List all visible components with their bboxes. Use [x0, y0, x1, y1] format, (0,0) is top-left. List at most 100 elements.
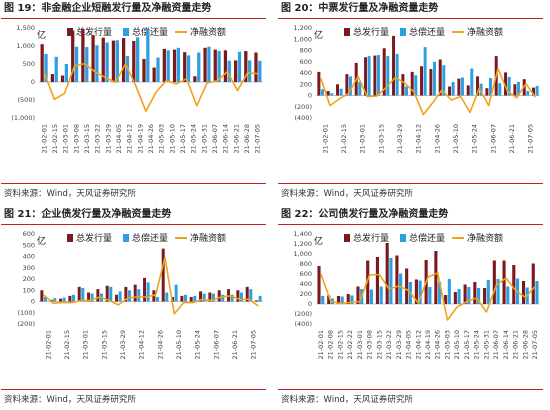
x-tick-label: 21-05-10 [453, 330, 461, 360]
x-tick-label: 21-06-07 [212, 330, 220, 360]
repay-bar [376, 55, 380, 96]
panel-title: 图 19：非金融企业短融发行量及净融资量走势 [1, 0, 266, 19]
repay-bar [176, 47, 181, 82]
repay-bar [183, 294, 187, 302]
repay-bar [447, 279, 451, 304]
issue-bar [180, 295, 184, 302]
repay-bar [339, 88, 343, 96]
repay-bar [486, 280, 490, 304]
repay-bar [467, 287, 471, 304]
repay-bar [451, 82, 455, 96]
x-tick-label: 21-05-03 [158, 124, 166, 154]
x-tick-label: 21-05-17 [179, 124, 187, 154]
y-tick-label: 400 [300, 69, 312, 77]
y-tick-label: 500 [23, 241, 35, 249]
y-tick-label: 0 [308, 300, 312, 308]
repay-bar [105, 42, 109, 82]
repay-bar [239, 292, 243, 302]
issue-bar [444, 295, 448, 304]
issue-bar [327, 295, 331, 304]
legend-label: 净融资额 [190, 232, 226, 244]
issue-bar [105, 285, 109, 302]
repay-bar [479, 83, 483, 96]
repay-bar [237, 51, 242, 82]
issue-bar [429, 69, 433, 96]
legend-label: 总偿还量 [132, 26, 168, 38]
source-divider [1, 389, 266, 390]
y-tick-label: 1,400 [293, 230, 312, 238]
repay-bar [418, 280, 422, 304]
x-tick-label: 21-03-29 [395, 330, 403, 360]
issue-bar [77, 286, 81, 302]
y-tick-label: 600 [23, 230, 35, 238]
issue-bar [223, 50, 228, 82]
issue-bar [133, 284, 137, 302]
repay-bar [358, 82, 362, 96]
issue-bar [217, 290, 221, 302]
y-tick-label: 800 [300, 47, 312, 55]
panel-title: 图 21：企业债发行量及净融资量走势 [1, 206, 266, 225]
repay-bar [496, 279, 500, 304]
issue-bar [199, 291, 203, 302]
issue-bar [401, 74, 405, 96]
x-tick-label: 21-03-01 [62, 124, 70, 154]
unit-label: 亿 [314, 235, 323, 247]
repay-bar [506, 286, 510, 304]
legend-swatch [123, 28, 129, 36]
y-tick-label: 500 [23, 60, 35, 68]
repay-bar [71, 294, 75, 302]
issue-bar [532, 87, 536, 96]
legend-swatch [67, 234, 73, 242]
x-tick-label: 21-04-05 [115, 124, 123, 154]
repay-bar [321, 296, 325, 304]
repay-bar [428, 287, 432, 304]
panel-title-text: 图 19：非金融企业短融发行量及净融资量走势 [4, 3, 212, 14]
x-tick-label: 21-03-29 [396, 124, 404, 154]
issue-bar [364, 57, 368, 96]
y-tick-label: 200 [23, 275, 35, 283]
issue-bar [414, 279, 418, 304]
repay-bar [109, 286, 113, 302]
legend-label: 总发行量 [76, 232, 112, 244]
issue-bar [513, 84, 517, 96]
x-tick-label: 21-02-15 [51, 124, 59, 154]
x-tick-label: 21-05-03 [443, 330, 451, 360]
issue-bar [193, 76, 197, 82]
x-tick-label: 21-07-05 [250, 330, 258, 360]
y-tick-label: (200) [18, 320, 35, 328]
legend-swatch [344, 234, 350, 242]
x-tick-label: 21-02-15 [336, 330, 344, 360]
repay-bar [395, 53, 399, 96]
y-tick-label: 600 [300, 270, 312, 278]
legend-label: 总发行量 [353, 232, 389, 244]
x-tick-label: 21-03-01 [356, 330, 364, 360]
issue-bar [245, 286, 249, 302]
unit-label: 亿 [314, 29, 323, 41]
x-tick-label: 21-05-17 [463, 330, 471, 360]
repay-bar [43, 297, 47, 302]
y-tick-label: 0 [31, 298, 35, 306]
x-tick-label: 21-06-14 [222, 124, 230, 154]
x-tick-label: 21-07-05 [527, 124, 535, 154]
repay-bar [330, 93, 334, 96]
panel-title-text: 图 20：中票发行量及净融资量走势 [281, 3, 439, 14]
legend-label: 总发行量 [353, 26, 389, 38]
repay-bar [156, 57, 160, 82]
legend-label: 净融资额 [467, 232, 503, 244]
x-tick-label: 21-02-01 [40, 124, 48, 154]
repay-bar [74, 46, 79, 82]
issue-bar [50, 74, 54, 82]
repay-bar [217, 51, 221, 82]
repay-bar [507, 76, 511, 96]
chart-svg: 亿 总发行量 总偿还量 净融资额 1,200 1,000 800 600 400 200 0 (200… [293, 24, 540, 154]
x-tick-label: 21-02-15 [340, 124, 348, 154]
legend-swatch [123, 234, 129, 242]
chart-svg: 亿 总发行量 总偿还量 净融资额 600 500 400 300 200 100 0 (100) (20… [18, 230, 263, 360]
repay-bar [137, 289, 141, 302]
x-tick-label: 21-03-08 [72, 124, 80, 154]
issue-bar [111, 40, 116, 82]
issue-bar [434, 251, 438, 304]
panel-title: 图 22：公司债发行量及净融资量走势 [278, 206, 543, 225]
repay-bar [166, 50, 170, 82]
chart-svg: 亿 总发行量 总偿还量 净融资额 1,500 1,000 500 0 (500) (1,000) 2… [11, 24, 263, 154]
